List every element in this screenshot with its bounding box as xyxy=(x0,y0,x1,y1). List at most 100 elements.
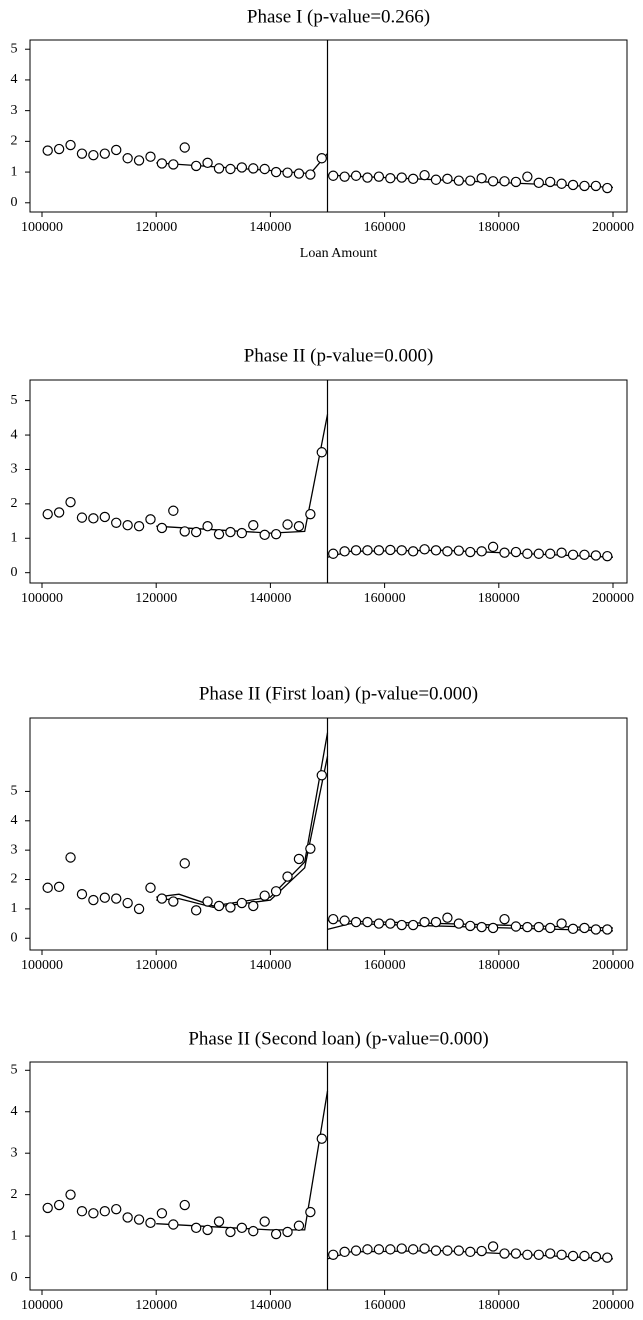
data-point xyxy=(522,1249,533,1260)
data-point xyxy=(88,1208,99,1219)
data-point xyxy=(487,176,499,187)
data-point xyxy=(248,900,259,912)
data-point xyxy=(213,528,225,540)
data-point xyxy=(510,921,522,932)
fit-line xyxy=(156,756,329,909)
data-point xyxy=(156,893,168,904)
data-point xyxy=(111,144,122,156)
data-point xyxy=(328,1249,339,1260)
data-point xyxy=(544,548,556,559)
data-point xyxy=(259,163,270,175)
data-point xyxy=(99,511,111,523)
data-point xyxy=(305,508,316,520)
data-point xyxy=(533,1249,544,1260)
data-point xyxy=(602,182,613,194)
plot-frame xyxy=(29,39,628,213)
data-point xyxy=(476,1245,487,1257)
data-point xyxy=(533,177,544,189)
data-point xyxy=(430,174,442,185)
data-point xyxy=(111,893,122,904)
data-point xyxy=(567,1250,579,1262)
data-point xyxy=(362,1244,373,1255)
data-point xyxy=(339,915,350,926)
data-point xyxy=(544,1248,556,1259)
data-point xyxy=(133,155,145,166)
data-point xyxy=(236,162,248,173)
data-point xyxy=(213,900,225,912)
y-tick-label: 3 xyxy=(11,103,18,118)
data-point xyxy=(88,513,99,524)
data-point xyxy=(190,160,202,172)
data-point xyxy=(202,157,213,169)
data-point xyxy=(430,1245,442,1256)
data-point xyxy=(156,158,168,169)
data-point xyxy=(259,529,270,541)
data-point xyxy=(407,173,419,185)
data-point xyxy=(453,1245,465,1256)
data-point xyxy=(293,853,305,865)
data-point xyxy=(465,175,476,186)
y-tick-label: 1 xyxy=(11,530,18,545)
data-point xyxy=(510,1248,522,1259)
data-point xyxy=(407,919,419,931)
x-tick-label: 160000 xyxy=(364,1298,406,1313)
data-point xyxy=(133,903,145,915)
fit-line xyxy=(156,732,329,907)
data-point xyxy=(602,550,613,562)
data-point xyxy=(168,896,179,907)
data-point xyxy=(487,922,499,934)
data-point xyxy=(88,894,99,906)
chart-title: Phase II (p-value=0.000) xyxy=(244,345,434,366)
data-point xyxy=(305,169,316,180)
x-tick-label: 200000 xyxy=(592,958,634,973)
y-tick-label: 2 xyxy=(11,496,18,511)
data-point xyxy=(590,550,602,561)
y-tick-label: 3 xyxy=(11,842,18,857)
data-point xyxy=(76,148,88,159)
data-point xyxy=(499,547,510,558)
data-point xyxy=(544,176,556,188)
x-tick-label: 180000 xyxy=(478,958,520,973)
data-point xyxy=(259,890,270,901)
data-point xyxy=(259,1216,270,1227)
chart-title: Phase I (p-value=0.266) xyxy=(247,6,430,27)
x-tick-label: 120000 xyxy=(135,220,177,235)
y-tick-label: 1 xyxy=(11,164,18,179)
y-tick-label: 2 xyxy=(11,1187,18,1202)
data-point xyxy=(419,544,430,555)
data-point xyxy=(248,1225,259,1237)
data-point xyxy=(42,882,53,893)
data-point xyxy=(328,913,339,925)
data-point xyxy=(316,1133,327,1144)
data-point xyxy=(350,545,362,556)
x-tick-label: 100000 xyxy=(21,1298,63,1313)
data-point xyxy=(567,549,579,560)
y-tick-label: 4 xyxy=(11,1104,18,1119)
data-point xyxy=(156,1208,168,1219)
chart-title: Phase II (Second loan) (p-value=0.000) xyxy=(188,1028,488,1049)
data-point xyxy=(270,886,282,897)
data-point xyxy=(190,905,202,916)
data-point xyxy=(202,1224,213,1236)
y-tick-label: 1 xyxy=(11,1228,18,1243)
y-tick-label: 3 xyxy=(11,1145,18,1160)
data-point xyxy=(179,858,190,869)
data-point xyxy=(225,902,236,913)
data-point xyxy=(567,179,579,191)
data-point xyxy=(385,1244,396,1255)
data-point xyxy=(76,889,88,900)
y-tick-label: 4 xyxy=(11,72,18,87)
data-point xyxy=(533,921,544,933)
data-point xyxy=(225,1226,236,1238)
data-point xyxy=(213,163,225,174)
data-point xyxy=(487,541,499,553)
data-point xyxy=(407,1244,419,1255)
x-tick-label: 120000 xyxy=(135,591,177,606)
data-point xyxy=(236,1222,248,1234)
data-point xyxy=(590,1251,602,1263)
data-point xyxy=(533,548,544,559)
y-tick-label: 0 xyxy=(11,930,18,945)
data-point xyxy=(88,149,99,161)
data-point xyxy=(396,545,407,556)
